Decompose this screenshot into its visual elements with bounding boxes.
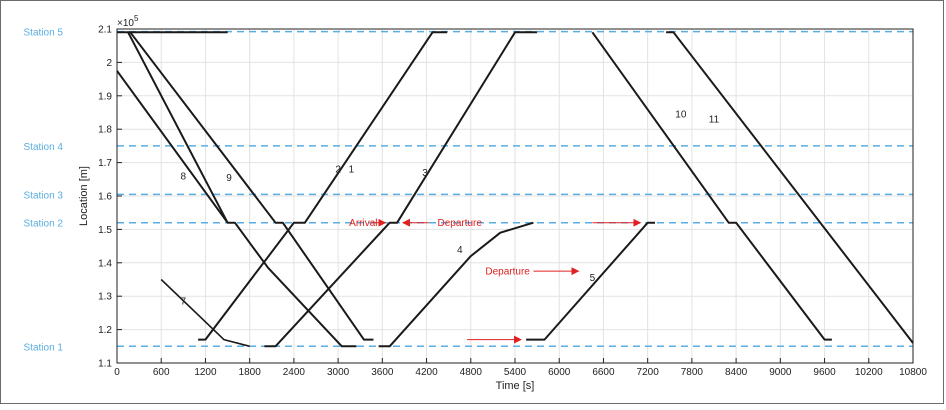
y-axis-label: Location [m] [78, 166, 90, 226]
x-tick-label: 2400 [283, 367, 306, 378]
y-tick-label: 1.9 [98, 91, 112, 102]
x-tick-label: 3600 [371, 367, 394, 378]
annotations: Arrival Departure Departure [349, 218, 642, 344]
train-line [264, 31, 538, 348]
station-label: Station 5 [24, 28, 64, 39]
y-tick-label: 2 [106, 58, 112, 69]
line-label: 2 [335, 165, 341, 176]
train-line [198, 31, 448, 341]
train-line [526, 221, 655, 341]
x-tick-label: 6000 [548, 367, 571, 378]
station-lines: Station 5 Station 4 Station 3 Station 2 Stat… [24, 28, 913, 353]
x-tick-label: 3000 [327, 367, 350, 378]
train-line [378, 221, 534, 348]
line-label: 10 [675, 110, 687, 121]
x-tick-label: 0 [114, 367, 120, 378]
plot-border [116, 28, 914, 364]
line-label: 7 [181, 297, 187, 308]
y-tick-label: 1.1 [98, 359, 112, 370]
y-tick-label: 1.5 [98, 225, 112, 236]
y-tick-label: 1.6 [98, 192, 112, 203]
grid [116, 28, 914, 364]
x-tick-label: 8400 [725, 367, 748, 378]
y-tick-label: 1.3 [98, 292, 112, 303]
line-label: 5 [590, 273, 596, 284]
y-exponent: ×105 [117, 14, 139, 29]
x-axis-label: Time [s] [496, 380, 535, 392]
station-label: Station 3 [24, 190, 64, 201]
y-tick-label: 1.8 [98, 125, 112, 136]
x-tick-label: 1800 [239, 367, 262, 378]
x-tick-label: 1200 [194, 367, 217, 378]
x-tick-label: 4800 [460, 367, 483, 378]
x-tick-label: 9000 [769, 367, 792, 378]
line-label: 4 [457, 245, 463, 256]
line-label: 1 [349, 165, 355, 176]
station-label: Station 4 [24, 142, 64, 153]
train-line [666, 31, 914, 344]
x-tick-label: 5400 [504, 367, 527, 378]
y-tick-label: 2.1 [98, 25, 112, 36]
x-tick-label: 9600 [813, 367, 836, 378]
train-line [129, 31, 374, 341]
line-label: 3 [422, 168, 428, 179]
x-tick-label: 6600 [592, 367, 615, 378]
x-tick-label: 600 [153, 367, 170, 378]
annotation-departure: Departure [437, 218, 482, 229]
x-tick-label: 4200 [415, 367, 438, 378]
x-tick-label: 7200 [637, 367, 660, 378]
train-line [160, 278, 250, 348]
axis-ticks: 0 600 1200 1800 2400 3000 3600 4200 4800 5400 6000… [98, 25, 927, 379]
train-line [591, 31, 832, 341]
train-lines [116, 31, 914, 348]
line-labels: 12 3 4 5 7 8 9 10 11 [181, 110, 720, 308]
station-label: Station 1 [24, 342, 64, 353]
x-tick-label: 10200 [855, 367, 883, 378]
x-tick-label: 7800 [681, 367, 704, 378]
annotation-departure-2: Departure [485, 267, 530, 278]
y-tick-label: 1.4 [98, 258, 112, 269]
line-label: 11 [709, 115, 720, 126]
line-label: 8 [181, 171, 187, 182]
y-tick-label: 1.2 [98, 325, 112, 336]
y-tick-label: 1.7 [98, 158, 112, 169]
line-label: 9 [226, 173, 232, 184]
annotation-arrival: Arrival [349, 218, 377, 229]
x-tick-label: 10800 [899, 367, 927, 378]
station-label: Station 2 [24, 219, 64, 230]
train-line [116, 70, 357, 348]
